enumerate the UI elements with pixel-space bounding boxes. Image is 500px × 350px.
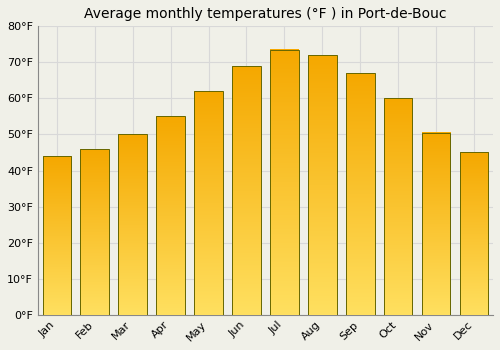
Bar bbox=[80, 149, 109, 315]
Bar bbox=[270, 50, 298, 315]
Bar bbox=[194, 91, 223, 315]
Bar bbox=[308, 55, 336, 315]
Bar bbox=[156, 117, 185, 315]
Bar bbox=[346, 73, 374, 315]
Bar bbox=[460, 153, 488, 315]
Title: Average monthly temperatures (°F ) in Port-de-Bouc: Average monthly temperatures (°F ) in Po… bbox=[84, 7, 446, 21]
Bar bbox=[232, 66, 260, 315]
Bar bbox=[118, 134, 147, 315]
Bar bbox=[42, 156, 71, 315]
Bar bbox=[422, 133, 450, 315]
Bar bbox=[384, 98, 412, 315]
